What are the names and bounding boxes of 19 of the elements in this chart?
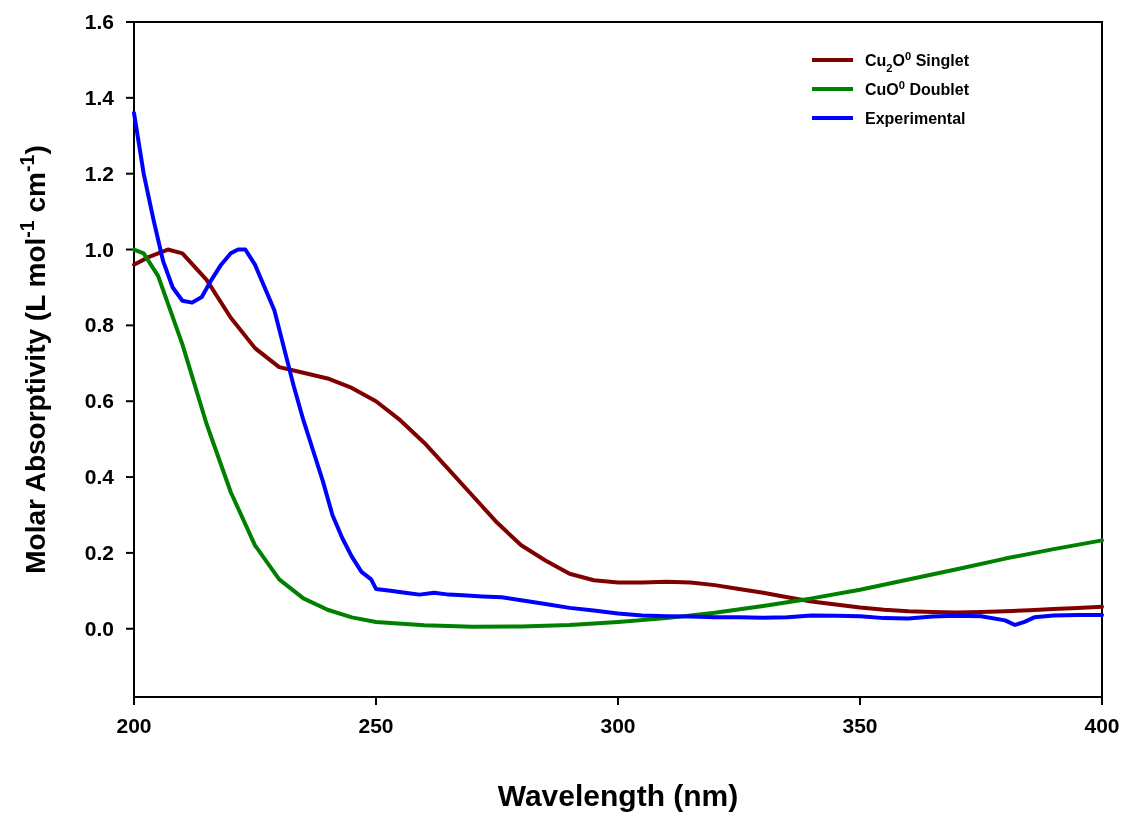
y-tick-label: 0.2 — [84, 540, 114, 564]
x-tick-label: 300 — [600, 714, 636, 737]
x-tick-label: 250 — [358, 714, 394, 737]
x-tick-label: 400 — [1084, 714, 1120, 737]
y-tick-label: 1.2 — [84, 161, 114, 185]
y-tick-label: 0.4 — [84, 465, 115, 489]
x-tick-label: 200 — [116, 714, 152, 737]
legend-label: Experimental — [865, 110, 966, 127]
y-tick-label: 1.0 — [84, 237, 114, 261]
y-tick-label: 0.0 — [84, 616, 114, 640]
line-series — [132, 111, 1104, 627]
y-tick-label: 1.4 — [84, 85, 115, 109]
legend-label: CuO$^{0}$ Doublet — [865, 79, 970, 98]
y-tick-label: 1.6 — [84, 10, 114, 33]
y-tick-label: 0.8 — [84, 313, 115, 337]
y-tick-label: 0.6 — [84, 389, 114, 413]
x-axis-title: Wavelength (nm) — [497, 779, 739, 812]
x-tick-label: 350 — [842, 714, 878, 737]
legend-label: Cu$_{2}$O$^{0}$ Singlet — [865, 50, 970, 74]
